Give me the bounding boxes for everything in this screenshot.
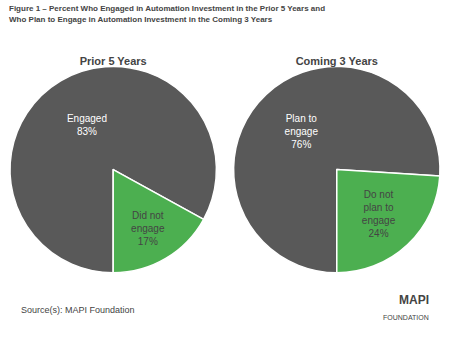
svg-text:Plan toengage76%: Plan toengage76%: [285, 113, 319, 150]
svg-text:Did notengage17%: Did notengage17%: [131, 210, 165, 247]
svg-text:Do notplan toengage24%: Do notplan toengage24%: [362, 189, 396, 239]
svg-text:Coming 3 Years: Coming 3 Years: [296, 55, 378, 67]
svg-text:Engaged83%: Engaged83%: [67, 113, 107, 137]
svg-text:Prior 5 Years: Prior 5 Years: [80, 55, 147, 67]
svg-text:Figure 1 – Percent Who Engaged: Figure 1 – Percent Who Engaged in Automa…: [9, 4, 325, 23]
svg-text:Source(s): MAPI Foundation: Source(s): MAPI Foundation: [21, 305, 135, 315]
svg-text:MAPI: MAPI: [399, 293, 429, 307]
svg-text:FOUNDATION: FOUNDATION: [383, 314, 429, 321]
